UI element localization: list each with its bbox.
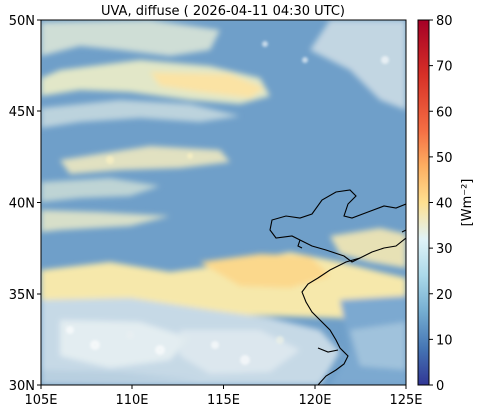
cloud-texture [66, 41, 389, 365]
cloud-patterns [41, 20, 406, 385]
chart-title: UVA, diffuse ( 2026-04-11 04:30 UTC) [101, 4, 345, 19]
colorbar-tick-label: 0 [436, 379, 444, 394]
x-axis: 105E 110E 115E 120E 125E [24, 385, 423, 408]
map-field [41, 20, 406, 385]
lat-tick-label: 45N [9, 105, 35, 120]
coastline [269, 189, 406, 385]
colorbar-tick-label: 40 [436, 197, 453, 212]
lon-tick-label: 110E [115, 393, 148, 408]
lon-tick-label: 115E [207, 393, 240, 408]
colorbar-tick-label: 80 [436, 14, 453, 29]
lon-tick-label: 105E [24, 393, 57, 408]
colorbar-tick-label: 50 [436, 151, 453, 166]
lat-tick-label: 50N [9, 14, 35, 29]
lon-tick-label: 120E [298, 393, 331, 408]
colorbar-tick-label: 30 [436, 242, 453, 257]
colorbar-tick-label: 10 [436, 333, 453, 348]
colorbar-tick-label: 60 [436, 105, 453, 120]
y-axis: 30N 35N 40N 45N 50N [9, 14, 41, 394]
lat-tick-label: 30N [9, 379, 35, 394]
lat-tick-label: 40N [9, 197, 35, 212]
colorbar: 0 10 20 30 40 50 60 70 80 [Wm⁻²] [417, 14, 475, 394]
colorbar-gradient [417, 19, 430, 386]
lon-tick-label: 125E [389, 393, 422, 408]
colorbar-tick-label: 70 [436, 60, 453, 75]
lat-tick-label: 35N [9, 288, 35, 303]
colorbar-label: [Wm⁻²] [460, 179, 475, 227]
colorbar-tick-label: 20 [436, 288, 453, 303]
